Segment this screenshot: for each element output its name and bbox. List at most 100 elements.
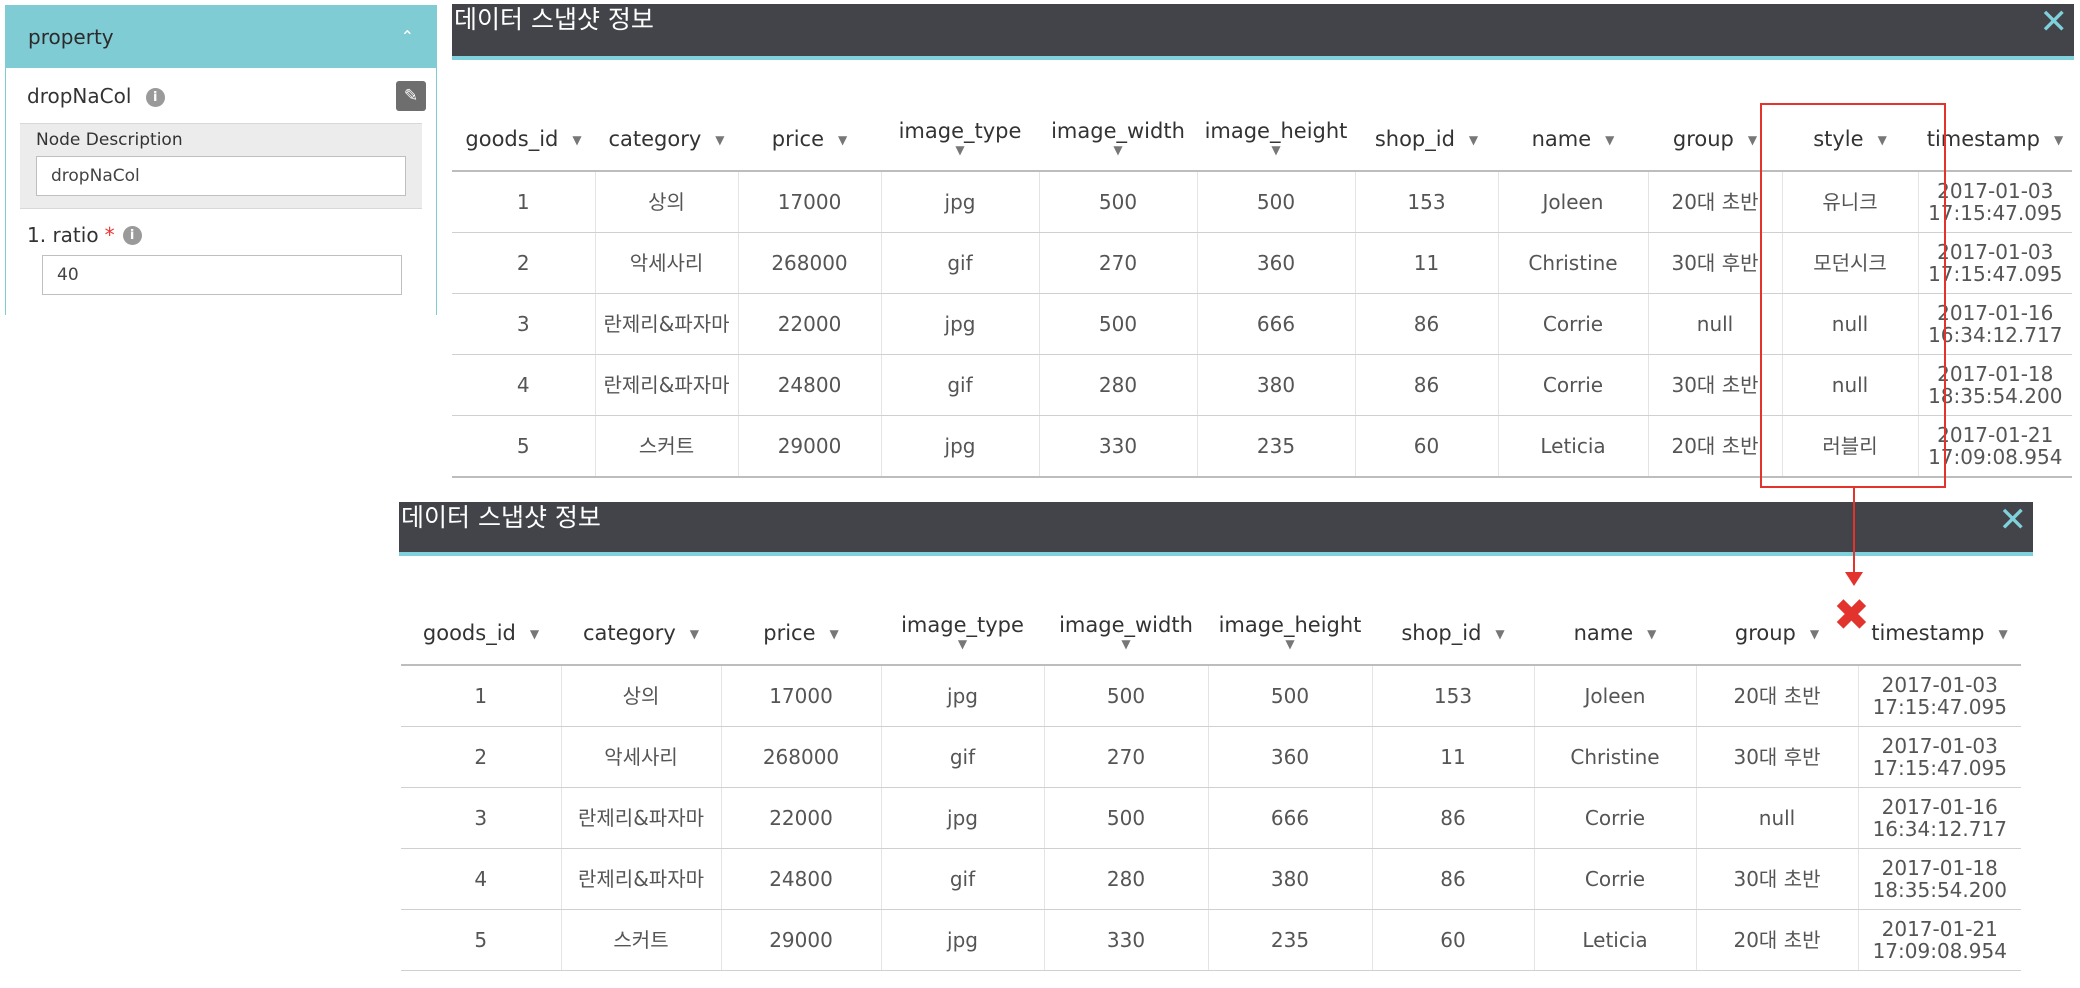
sort-caret-icon[interactable]: ▼: [715, 132, 725, 147]
table-cell-shop-id: 11: [1355, 232, 1499, 294]
column-header-image-height[interactable]: image_height ▼: [1197, 107, 1355, 172]
table-cell-goods-id: 2: [401, 726, 562, 788]
sort-caret-icon[interactable]: ▼: [1495, 626, 1505, 641]
sort-caret-icon[interactable]: ▼: [1877, 132, 1887, 147]
column-header-group[interactable]: group ▼: [1648, 107, 1782, 172]
sort-caret-icon[interactable]: ▼: [1998, 626, 2008, 641]
sort-caret-icon[interactable]: ▼: [1647, 626, 1657, 641]
sort-caret-icon[interactable]: ▼: [1468, 132, 1479, 147]
column-header-timestamp[interactable]: timestamp ▼: [1858, 601, 2021, 666]
table-cell-group: 30대 후반: [1696, 726, 1859, 788]
info-icon[interactable]: i: [122, 225, 142, 245]
close-icon[interactable]: ✕: [1998, 500, 2028, 540]
dialog-title: 데이터 스냅샷 정보: [454, 5, 654, 34]
removed-column-marker: ✖: [1833, 590, 1870, 641]
sort-caret-icon[interactable]: ▼: [572, 132, 582, 147]
table-cell-name: Christine: [1534, 726, 1697, 788]
sort-caret-icon[interactable]: ▼: [838, 132, 848, 147]
table-cell-category: 스커트: [561, 909, 722, 971]
column-header-label: image_width: [1059, 612, 1193, 637]
table-cell-timestamp: 2017-01-03 17:15:47.095: [1858, 726, 2021, 788]
info-icon[interactable]: i: [145, 87, 165, 107]
sort-caret-icon[interactable]: ▼: [1809, 626, 1820, 641]
column-header-category[interactable]: category ▼: [561, 601, 721, 666]
table-cell-timestamp: 2017-01-21 17:09:08.954: [1918, 415, 2072, 478]
snapshot-dialog-before: 데이터 스냅샷 정보 ✕ goods_id ▼ category ▼ price ▼ ima…: [452, 4, 2080, 478]
column-header-image-width[interactable]: image_width ▼: [1044, 601, 1208, 666]
sort-caret-icon[interactable]: ▼: [1121, 636, 1131, 651]
dialog-titlebar: 데이터 스냅샷 정보 ✕: [452, 4, 2074, 60]
snapshot-table-before: goods_id ▼ category ▼ price ▼ image_type ▼ image…: [452, 107, 2072, 478]
table-cell-timestamp: 2017-01-16 16:34:12.717: [1858, 787, 2021, 849]
table-cell-name: Corrie: [1534, 787, 1697, 849]
table-cell-shop-id: 153: [1372, 665, 1535, 727]
table-cell-group: null: [1696, 787, 1859, 849]
table-cell-goods-id: 4: [401, 848, 562, 910]
node-description-section: Node Description dropNaCol: [20, 123, 422, 209]
column-header-image-type[interactable]: image_type ▼: [881, 601, 1044, 666]
table-cell-shop-id: 60: [1355, 415, 1499, 478]
table-cell-goods-id: 2: [452, 232, 596, 294]
column-header-name[interactable]: name ▼: [1534, 601, 1696, 666]
column-header-price[interactable]: price ▼: [721, 601, 881, 666]
column-header-label: timestamp: [1871, 620, 1985, 645]
column-header-image-type[interactable]: image_type ▼: [881, 107, 1039, 172]
table-cell-image-height: 235: [1208, 909, 1373, 971]
column-header-goods-id[interactable]: goods_id ▼: [452, 107, 595, 172]
sort-caret-icon[interactable]: ▼: [1747, 132, 1758, 147]
table-cell-style: 러블리: [1782, 415, 1919, 478]
table-cell-price: 17000: [738, 171, 882, 233]
table-cell-shop-id: 86: [1355, 293, 1499, 355]
style-column-highlight: [1760, 103, 1946, 488]
column-header-goods-id[interactable]: goods_id ▼: [401, 601, 561, 666]
table-cell-group: 20대 초반: [1696, 665, 1859, 727]
column-header-shop-id[interactable]: shop_id ▼: [1355, 107, 1498, 172]
column-header-image-width[interactable]: image_width ▼: [1039, 107, 1197, 172]
table-cell-image-type: gif: [881, 232, 1040, 294]
node-description-input[interactable]: dropNaCol: [36, 156, 406, 196]
column-header-price[interactable]: price ▼: [738, 107, 881, 172]
dialog-titlebar: 데이터 스냅샷 정보 ✕: [399, 502, 2033, 556]
sort-caret-icon[interactable]: ▼: [689, 626, 700, 641]
close-icon[interactable]: ✕: [2039, 2, 2069, 42]
table-cell-goods-id: 3: [452, 293, 596, 355]
table-cell-price: 22000: [721, 787, 882, 849]
sort-caret-icon[interactable]: ▼: [957, 636, 968, 651]
table-cell-image-width: 500: [1039, 293, 1198, 355]
sort-caret-icon[interactable]: ▼: [529, 626, 540, 641]
column-header-label: style: [1813, 126, 1864, 151]
column-header-label: goods_id: [422, 620, 516, 645]
sort-caret-icon[interactable]: ▼: [1285, 636, 1295, 651]
panel-header[interactable]: property ⌃: [6, 5, 436, 68]
sort-caret-icon[interactable]: ▼: [2054, 132, 2064, 147]
column-header-shop-id[interactable]: shop_id ▼: [1372, 601, 1534, 666]
table-cell-shop-id: 11: [1372, 726, 1535, 788]
node-name-row: dropNaCol i ✎: [6, 68, 436, 123]
column-header-image-height[interactable]: image_height ▼: [1208, 601, 1372, 666]
sort-caret-icon[interactable]: ▼: [955, 142, 965, 157]
column-header-name[interactable]: name ▼: [1498, 107, 1648, 172]
table-cell-price: 17000: [721, 665, 882, 727]
table-cell-category: 란제리&파자마: [595, 354, 739, 416]
panel-title: property: [28, 24, 114, 49]
column-header-label: category: [608, 126, 702, 151]
edit-icon[interactable]: ✎: [396, 80, 426, 111]
sort-caret-icon[interactable]: ▼: [829, 626, 839, 641]
table-cell-image-height: 500: [1197, 171, 1356, 233]
table-cell-price: 268000: [738, 232, 882, 294]
table-cell-image-type: jpg: [881, 293, 1040, 355]
dialog-title: 데이터 스냅샷 정보: [401, 503, 601, 532]
table-cell-image-height: 235: [1197, 415, 1356, 478]
sort-caret-icon[interactable]: ▼: [1271, 142, 1281, 157]
chevron-up-icon[interactable]: ⌃: [400, 27, 414, 46]
sort-caret-icon[interactable]: ▼: [1113, 142, 1123, 157]
table-cell-name: Corrie: [1498, 293, 1649, 355]
column-header-category[interactable]: category ▼: [595, 107, 738, 172]
sort-caret-icon[interactable]: ▼: [1605, 132, 1615, 147]
table-cell-shop-id: 86: [1372, 787, 1535, 849]
table-cell-image-width: 270: [1039, 232, 1198, 294]
removal-arrow: [1853, 488, 1855, 576]
ratio-input[interactable]: 40: [42, 255, 402, 295]
column-header-style[interactable]: style ▼: [1782, 107, 1918, 172]
column-header-group[interactable]: group ▼: [1696, 601, 1858, 666]
